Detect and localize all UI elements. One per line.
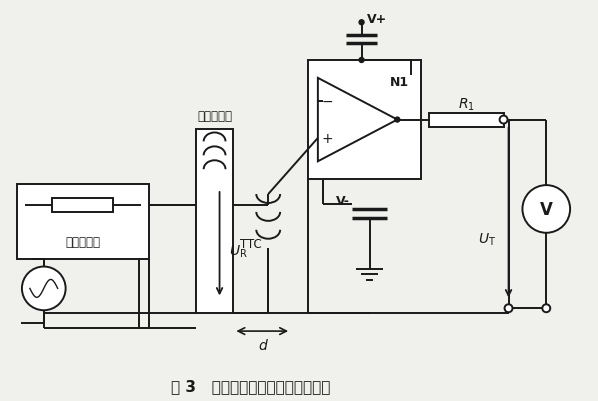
Text: +: + [322, 132, 334, 146]
Bar [51, 198, 113, 213]
Circle shape [542, 304, 550, 312]
Bar [196, 130, 233, 314]
Text: V: V [540, 200, 553, 219]
Text: N1: N1 [390, 76, 409, 89]
Text: $R_{\rm 1}$: $R_{\rm 1}$ [458, 96, 475, 113]
Circle shape [523, 186, 570, 233]
Polygon shape [318, 79, 397, 162]
Text: TTC: TTC [240, 238, 262, 251]
Text: V+: V+ [367, 13, 387, 26]
Text: V-: V- [335, 195, 350, 208]
Text: −: − [322, 95, 334, 109]
Bar [17, 184, 149, 259]
Circle shape [395, 118, 400, 123]
Circle shape [359, 21, 364, 26]
Circle shape [22, 267, 66, 310]
Text: $U_{\rm R}$: $U_{\rm R}$ [230, 243, 248, 259]
Text: 图 3   测试磁场耦合因子的电路框图: 图 3 测试磁场耦合因子的电路框图 [170, 378, 330, 393]
Text: $U_{\rm T}$: $U_{\rm T}$ [478, 231, 496, 247]
Text: d: d [258, 338, 267, 352]
Text: 阅读器线圈: 阅读器线圈 [197, 110, 232, 123]
Bar [308, 61, 421, 180]
Circle shape [499, 116, 508, 124]
Circle shape [505, 304, 512, 312]
Text: 波形发生器: 波形发生器 [66, 236, 100, 249]
Circle shape [359, 59, 364, 63]
Bar [429, 113, 504, 127]
